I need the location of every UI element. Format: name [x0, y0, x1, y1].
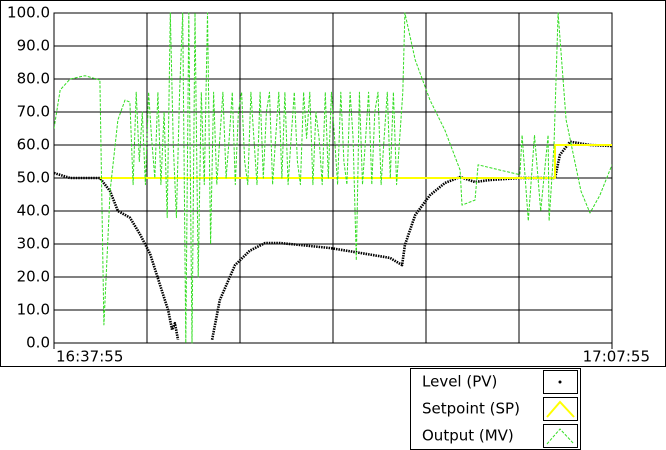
series-line [99, 144, 612, 179]
y-tick-label: 30.0 [17, 235, 50, 253]
y-tick-label: 90.0 [17, 37, 50, 55]
y-tick-label: 70.0 [17, 103, 50, 121]
legend-label: Setpoint (SP) [422, 400, 520, 418]
legend-swatch-box [543, 424, 578, 448]
legend-swatch-box [543, 397, 578, 421]
x-tick-label: 16:37:55 [56, 348, 123, 366]
x-tick-label: 17:07:55 [583, 348, 650, 366]
y-tick-label: 50.0 [17, 169, 50, 187]
series-line [54, 12, 612, 344]
y-tick-label: 100.0 [7, 4, 50, 22]
y-tick-label: 20.0 [17, 268, 50, 286]
y-tick-label: 0.0 [26, 334, 50, 352]
legend-swatch [558, 380, 562, 384]
y-tick-label: 80.0 [17, 70, 50, 88]
y-tick-label: 40.0 [17, 202, 50, 220]
legend: Level (PV) Setpoint (SP) Output (MV) [410, 368, 581, 450]
legend-label: Level (PV) [422, 373, 497, 391]
legend-label: Output (MV) [422, 427, 514, 445]
y-tick-label: 60.0 [17, 136, 50, 154]
y-tick-label: 10.0 [17, 301, 50, 319]
legend-swatch [546, 428, 575, 445]
legend-swatch [546, 400, 575, 418]
